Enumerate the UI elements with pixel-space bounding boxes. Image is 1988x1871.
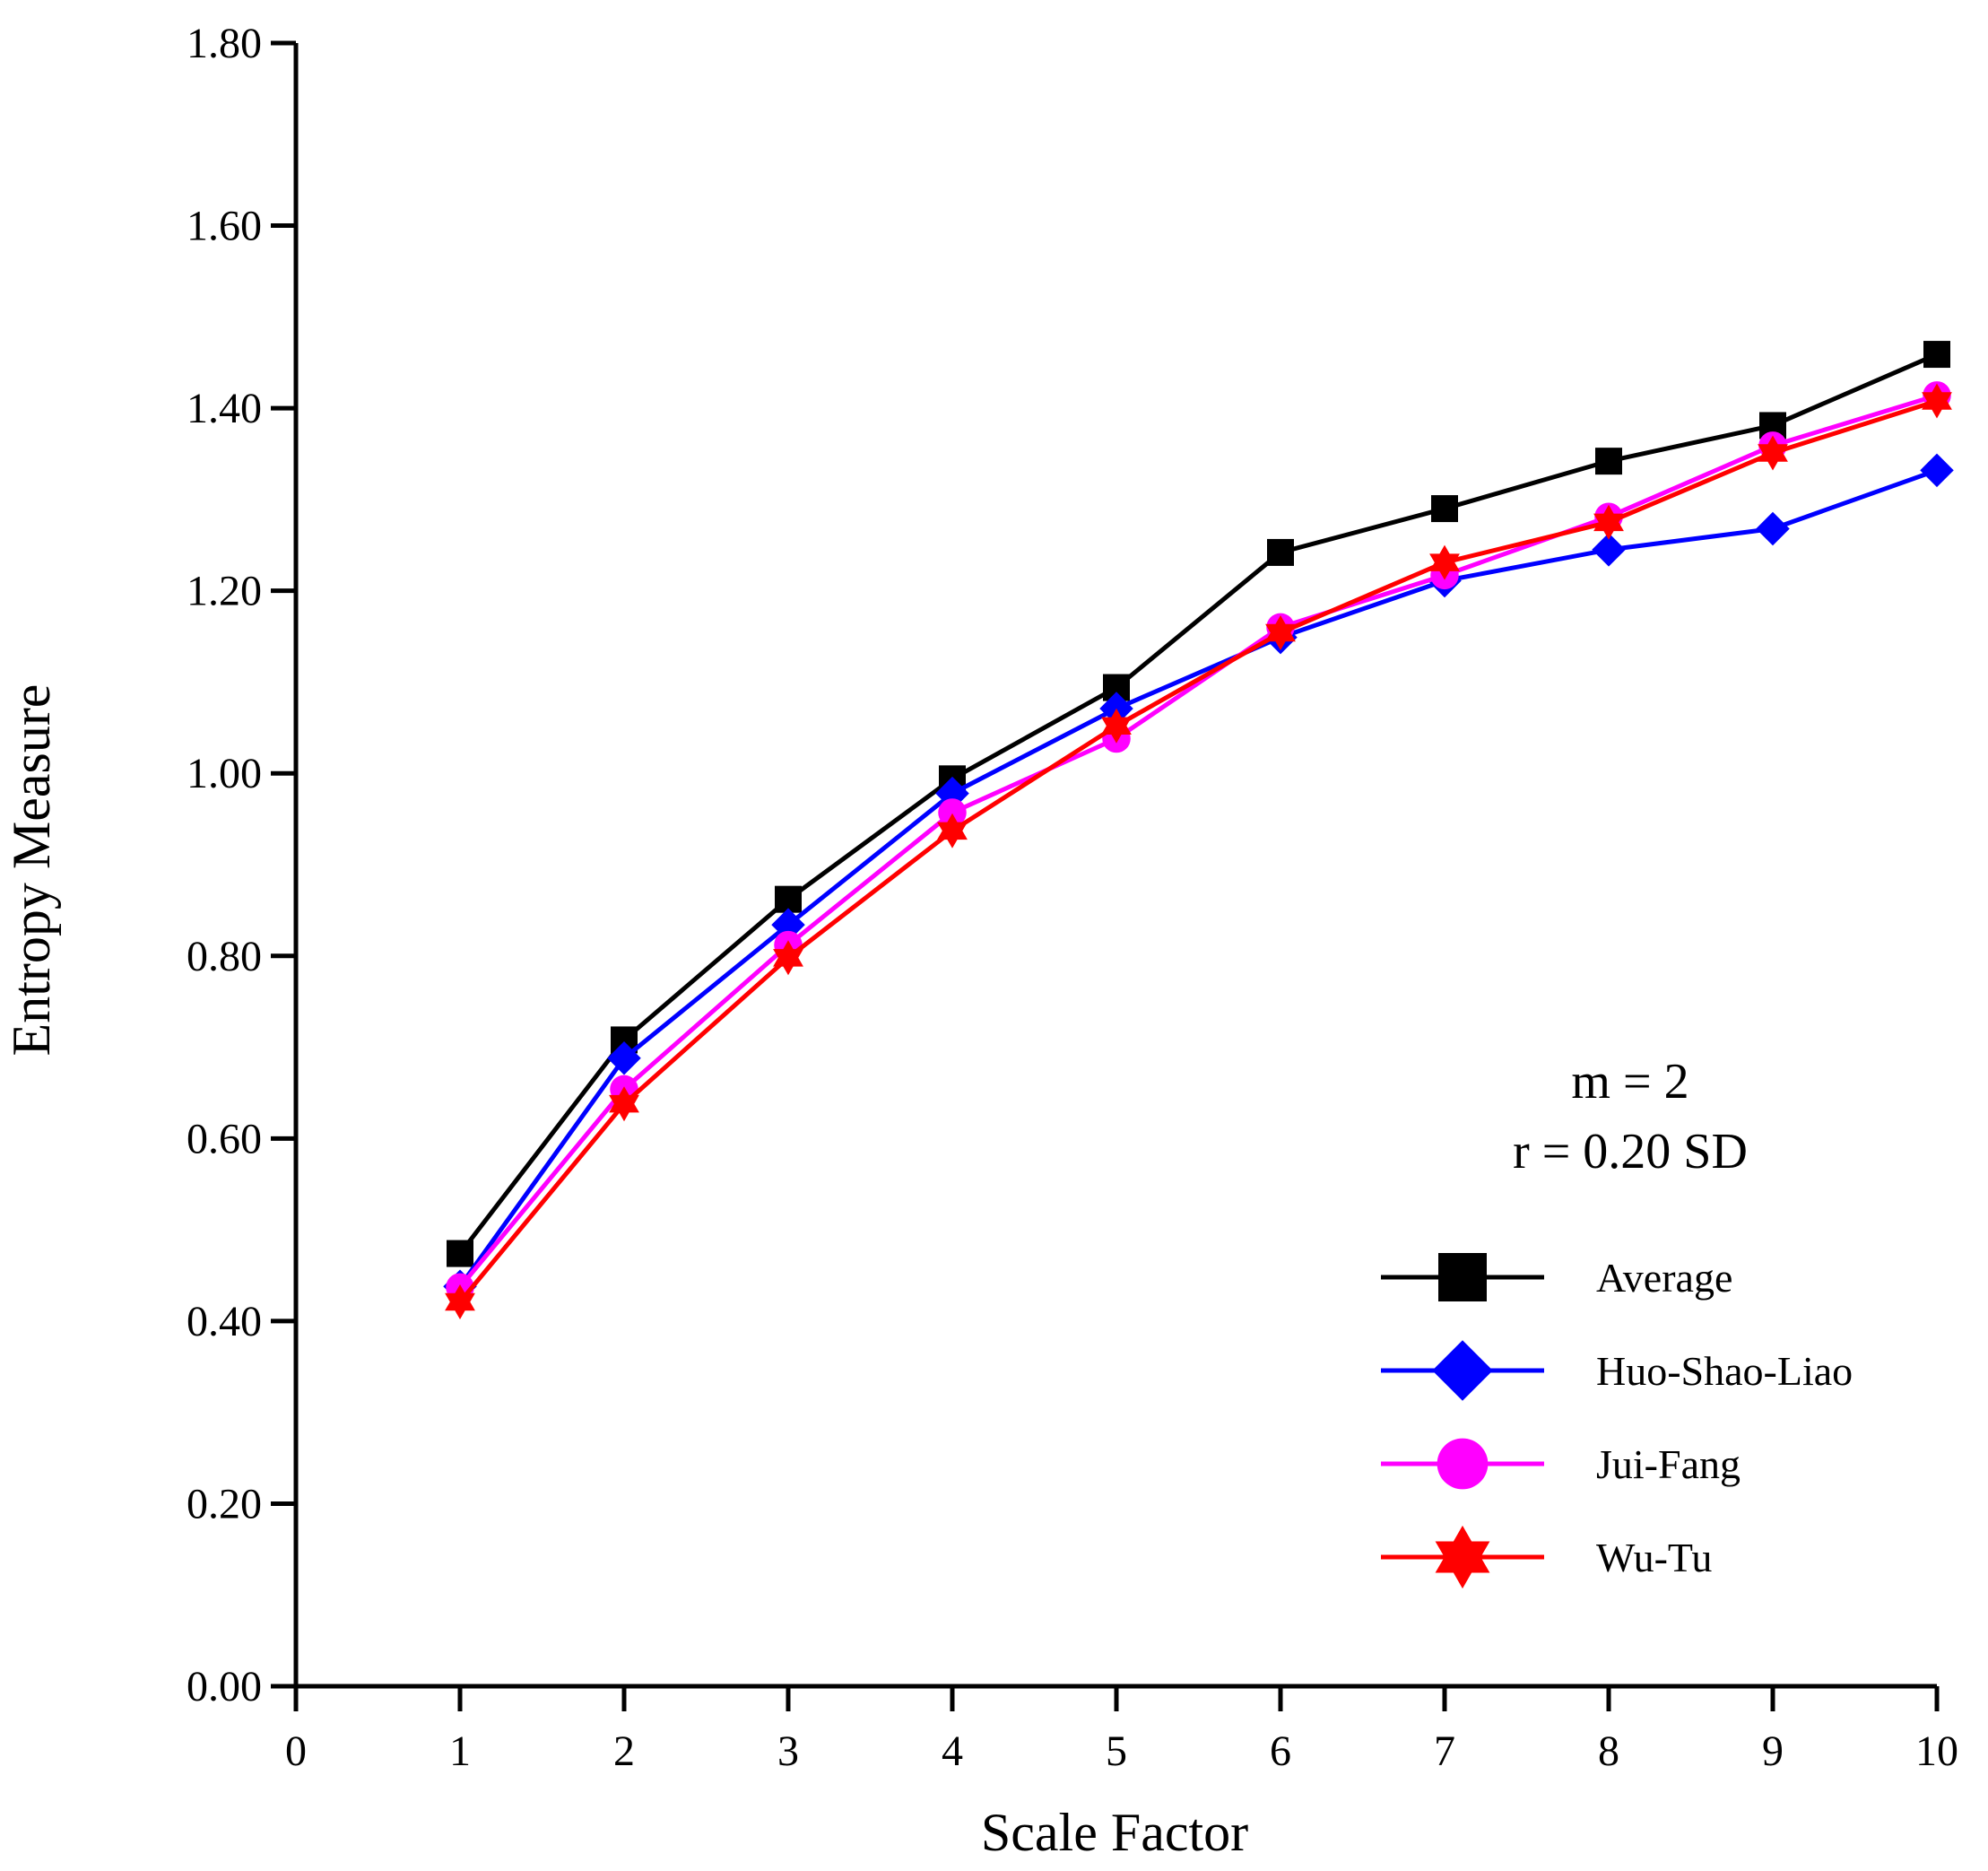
x-tick-label: 1 [449,1727,471,1775]
series-line [458,398,1938,1304]
series-line [457,467,1938,1288]
x-tick-label: 9 [1762,1727,1784,1775]
legend-marker [1432,1340,1493,1401]
data-point [1922,383,1952,419]
legend: Average Huo-Shao-Liao Jui-Fang Wu-Tu [1381,1253,1853,1589]
data-point [447,1240,473,1267]
x-tick-label: 2 [613,1727,635,1775]
y-tick-label: 0.60 [187,1115,262,1162]
x-tick-label: 10 [1915,1727,1958,1775]
y-tick-label: 1.20 [187,568,262,615]
legend-entry: Jui-Fang [1381,1438,1741,1490]
axes [293,43,1937,1689]
data-point [1595,448,1622,475]
legend-label: Wu-Tu [1596,1535,1712,1580]
legend-label: Average [1596,1255,1732,1301]
x-tick-label: 8 [1598,1727,1619,1775]
data-point [937,813,968,848]
legend-marker [1438,1253,1487,1301]
data-point [771,908,805,942]
series-layer [443,341,1954,1319]
y-tick-label: 0.40 [187,1298,262,1345]
y-axis-title: Entropy Measure [2,684,61,1057]
data-point [1265,615,1296,650]
series-line [458,393,1938,1289]
legend-entry: Huo-Shao-Liao [1381,1340,1853,1401]
series-line [458,352,1938,1256]
y-tick-label: 1.40 [187,385,262,432]
y-tick-label: 1.80 [187,20,262,67]
x-tick-label: 7 [1434,1727,1455,1775]
legend-label: Huo-Shao-Liao [1596,1348,1853,1394]
y-tick-label: 1.00 [187,750,262,797]
legend-label: Jui-Fang [1596,1441,1741,1487]
series-wu-tu [445,383,1952,1319]
data-point [1592,533,1626,567]
data-point [1920,453,1954,488]
x-tick-label: 4 [942,1727,963,1775]
y-tick-label: 0.80 [187,933,262,980]
data-point [609,1086,639,1122]
y-tick-label: 0.20 [187,1480,262,1527]
annotation-m: m = 2 [1571,1054,1688,1110]
x-tick-label: 0 [285,1727,307,1775]
data-point [1756,511,1790,546]
x-tick-label: 6 [1270,1727,1291,1775]
data-point [1429,544,1460,580]
x-axis-ticks: 0 1 2 3 4 5 6 7 8 9 10 [285,1686,1958,1775]
data-point [1758,435,1788,471]
legend-marker [1435,1525,1490,1589]
data-point [1593,504,1624,540]
data-point [773,940,803,976]
data-point [607,1041,641,1075]
annotation-r: r = 0.20 SD [1513,1124,1748,1179]
y-tick-label: 0.00 [187,1663,262,1710]
data-point [1101,708,1132,744]
x-tick-label: 3 [777,1727,799,1775]
legend-entry: Average [1381,1253,1732,1301]
legend-entry: Wu-Tu [1381,1525,1712,1589]
data-point [1267,538,1294,566]
y-tick-label: 1.60 [187,203,262,250]
data-point [445,1284,475,1319]
y-axis-ticks: 0.00 0.20 0.40 0.60 0.80 1.00 1.20 1.40 1.60 1.80 [187,20,296,1710]
x-tick-label: 5 [1106,1727,1127,1775]
data-point [938,798,967,827]
data-point [1923,341,1950,369]
legend-marker [1437,1438,1489,1490]
x-axis-title: Scale Factor [981,1803,1248,1862]
data-point [1431,495,1458,523]
